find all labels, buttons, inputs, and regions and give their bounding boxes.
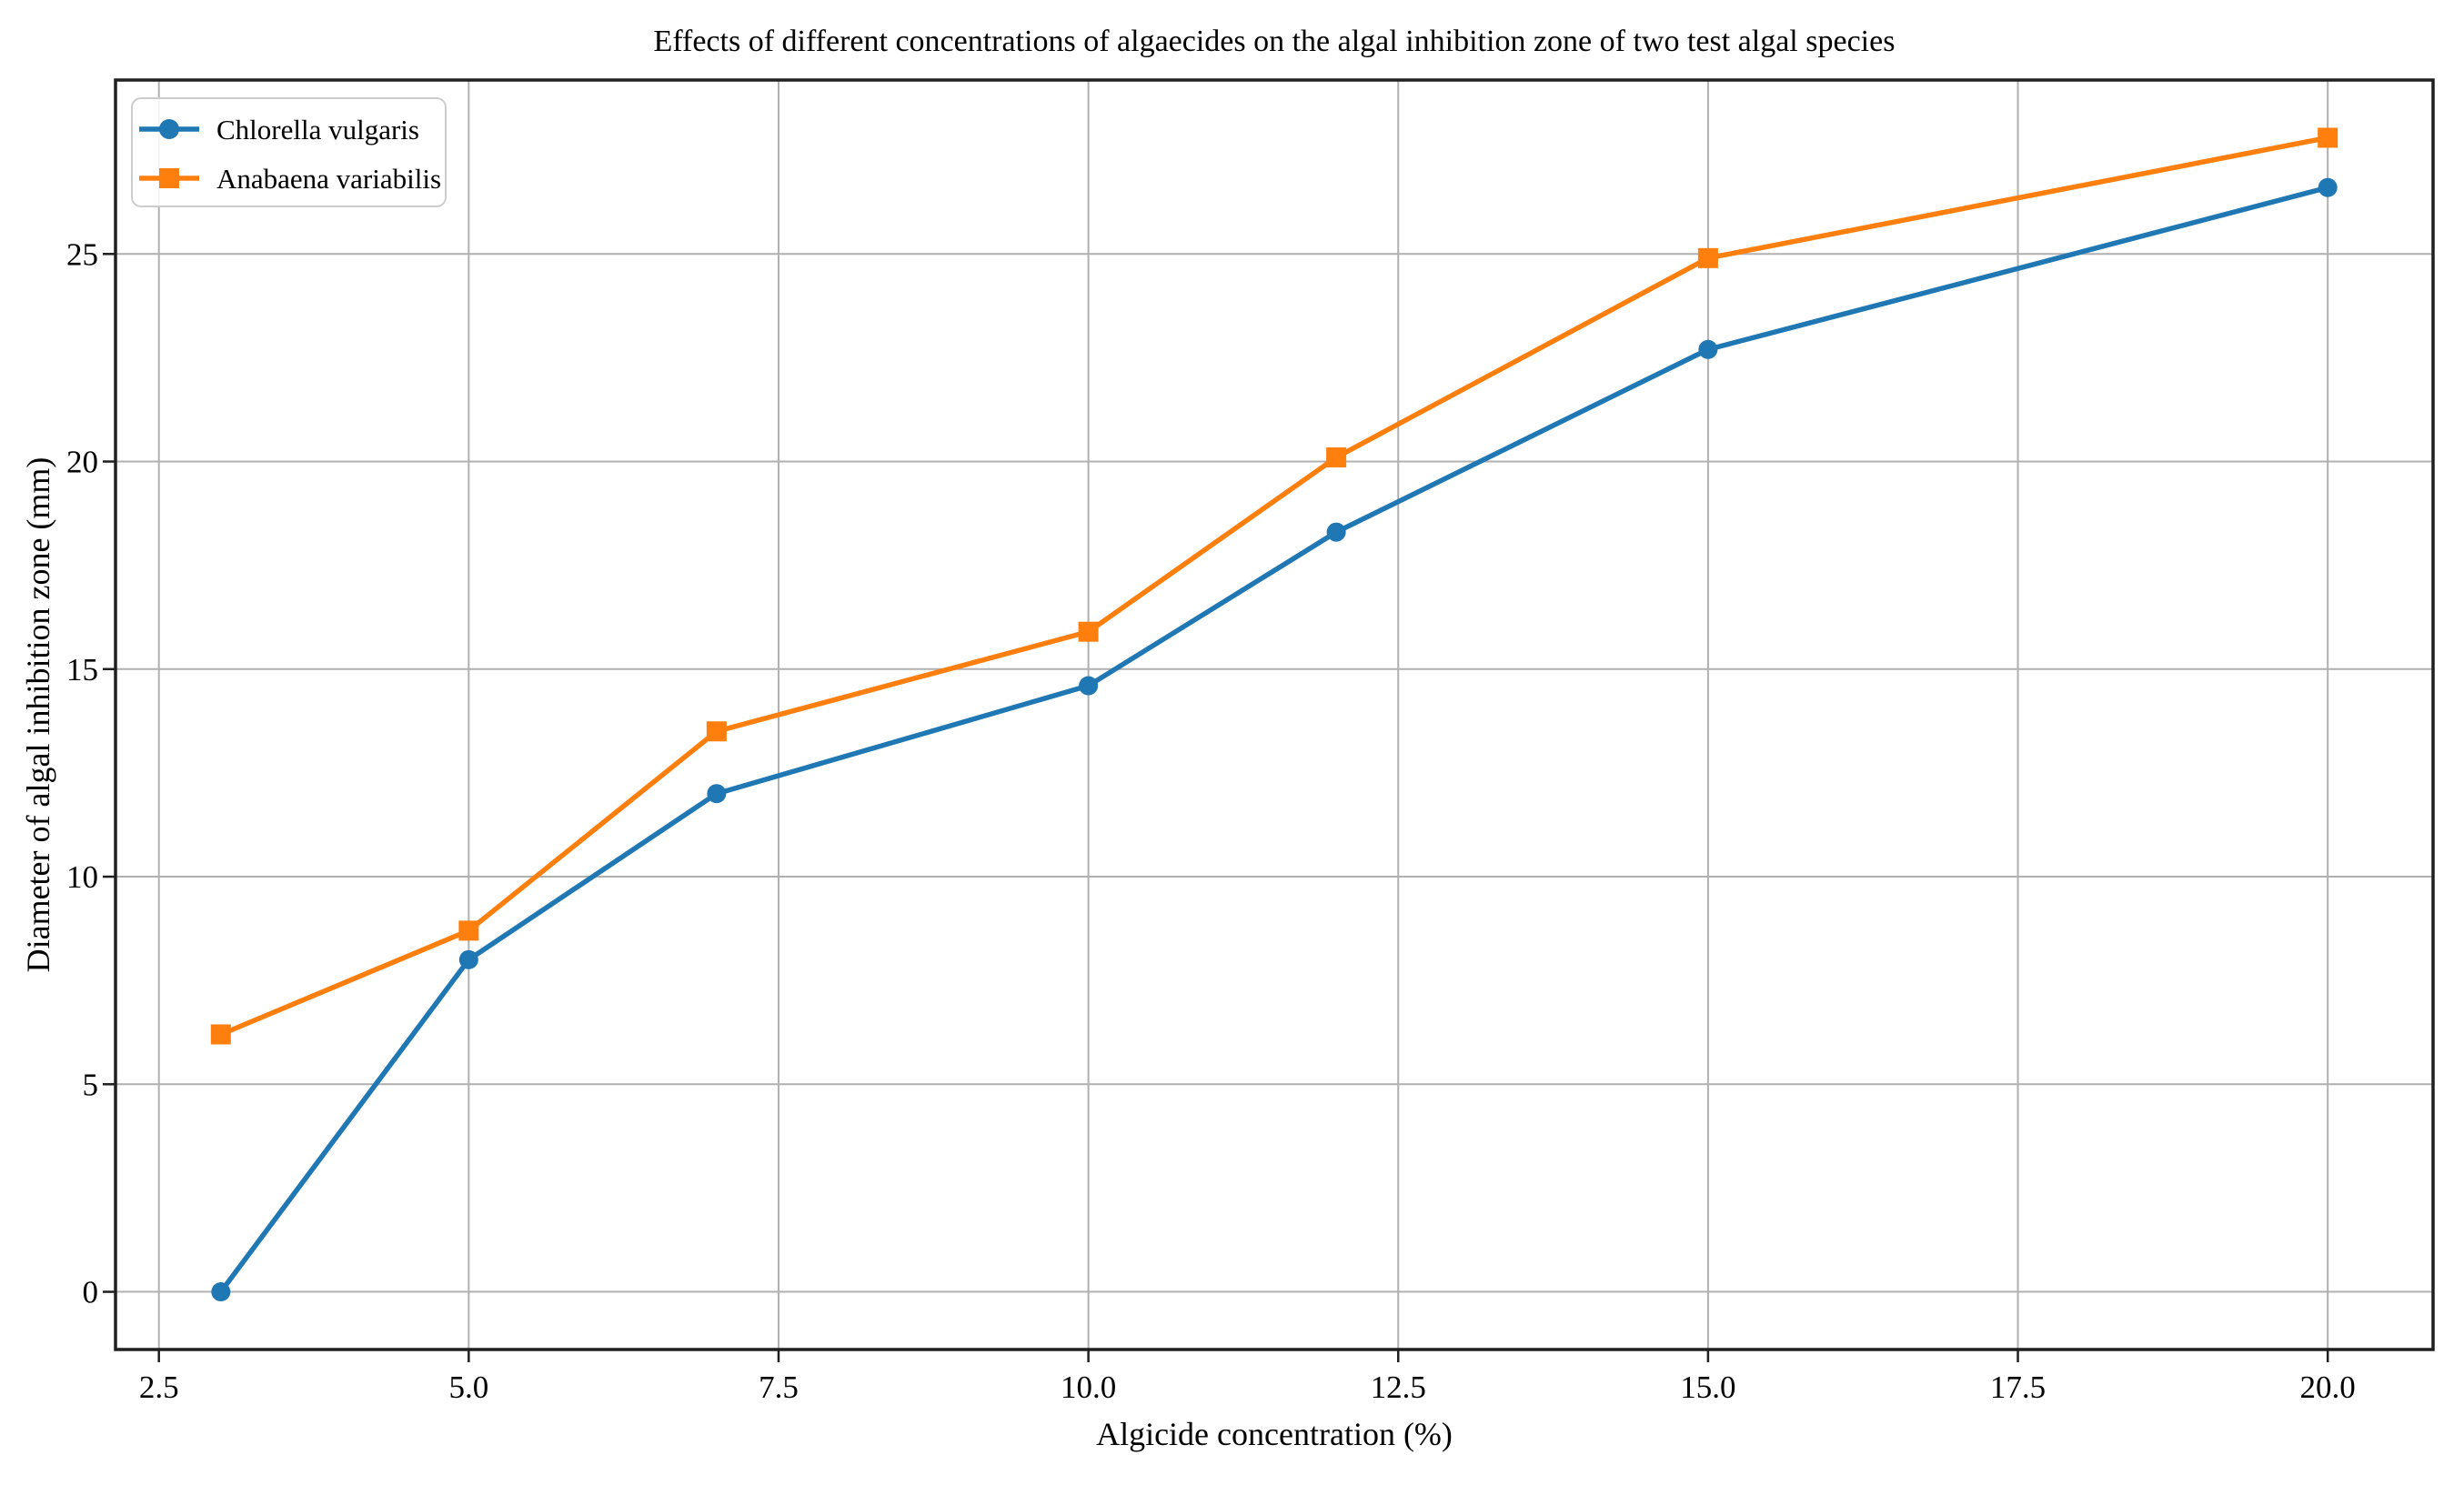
- marker-chlorella-vulgaris-x15: [1698, 339, 1718, 359]
- y-tick-label-10: 10: [66, 859, 98, 895]
- y-tick-label-0: 0: [83, 1275, 99, 1310]
- marker-anabaena-variabilis-x5: [458, 920, 479, 941]
- series-layer: [210, 127, 2338, 1302]
- tick-layer: 2.5 5.0 7.5 10.0 12.5 15.0 17.5 20.0 0 5 10 15 20 25: [66, 236, 2356, 1405]
- legend-marker-chlorella-vulgaris: [159, 119, 179, 139]
- chart-title: Effects of different concentrations of a…: [654, 25, 1896, 58]
- marker-anabaena-variabilis-x7: [706, 721, 727, 742]
- plot-area-border: [114, 78, 2435, 1351]
- marker-chlorella-vulgaris-x10: [1079, 676, 1099, 696]
- x-tick-label-17.5: 17.5: [1990, 1370, 2046, 1405]
- y-tick-label-15: 15: [66, 652, 98, 687]
- x-tick-label-2.5: 2.5: [139, 1370, 179, 1405]
- marker-chlorella-vulgaris-x12: [1326, 522, 1346, 542]
- marker-anabaena-variabilis-x20: [2318, 127, 2338, 148]
- marker-chlorella-vulgaris-x7: [707, 784, 727, 804]
- grid-layer: [116, 80, 2433, 1350]
- series-line-chlorella-vulgaris: [218, 185, 2330, 1295]
- x-tick-label-5: 5.0: [448, 1370, 488, 1405]
- x-tick-label-7.5: 7.5: [759, 1370, 799, 1405]
- x-tick-label-10: 10.0: [1061, 1370, 1116, 1405]
- marker-chlorella-vulgaris-x3: [211, 1282, 231, 1302]
- y-tick-label-20: 20: [66, 445, 98, 480]
- x-tick-label-12.5: 12.5: [1371, 1370, 1426, 1405]
- spine-layer: [114, 78, 2435, 1351]
- legend-layer: Chlorella vulgaris Anabaena variabilis: [131, 97, 447, 207]
- y-axis-label: Diameter of algal inhibition zone (mm): [20, 457, 56, 973]
- x-tick-label-20: 20.0: [2300, 1370, 2356, 1405]
- legend-label-anabaena-variabilis: Anabaena variabilis: [216, 163, 441, 195]
- legend-item-chlorella-vulgaris: Chlorella vulgaris: [139, 114, 419, 145]
- legend-marker-anabaena-variabilis: [159, 168, 179, 188]
- y-tick-label-5: 5: [83, 1067, 99, 1102]
- marker-anabaena-variabilis-x10: [1078, 621, 1099, 642]
- marker-chlorella-vulgaris-x20: [2318, 177, 2338, 197]
- marker-anabaena-variabilis-x12: [1326, 447, 1347, 467]
- x-tick-label-15: 15.0: [1680, 1370, 1735, 1405]
- marker-chlorella-vulgaris-x5: [458, 949, 478, 969]
- legend-label-chlorella-vulgaris: Chlorella vulgaris: [216, 114, 419, 145]
- legend-item-anabaena-variabilis: Anabaena variabilis: [139, 163, 441, 195]
- marker-anabaena-variabilis-x15: [1697, 247, 1718, 268]
- y-tick-label-25: 25: [66, 236, 98, 272]
- legend-box: [131, 97, 447, 207]
- marker-anabaena-variabilis-x3: [210, 1024, 231, 1045]
- x-axis-label: Algicide concentration (%): [1096, 1416, 1453, 1452]
